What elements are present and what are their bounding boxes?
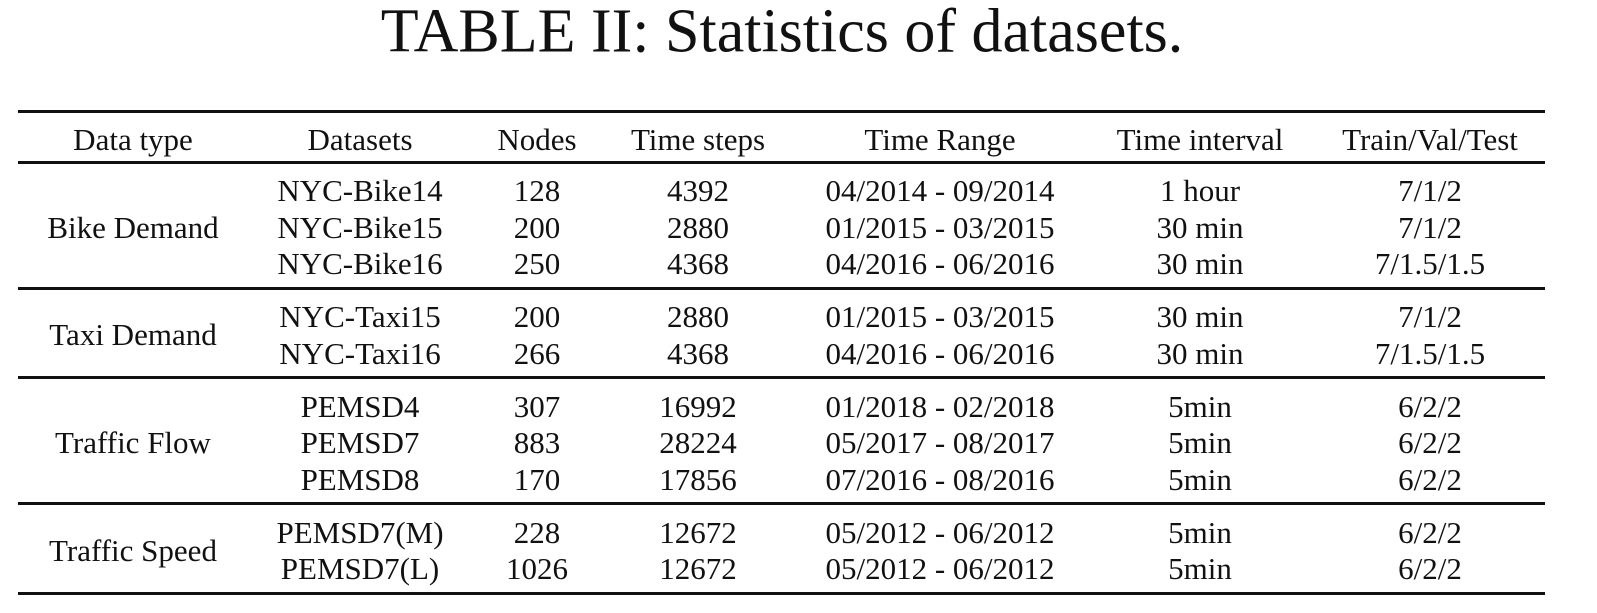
cell: 170 bbox=[513, 461, 561, 497]
cell: 5min bbox=[1168, 425, 1232, 460]
cell: 12672 bbox=[659, 551, 737, 586]
cell: 6/2/2 bbox=[1398, 388, 1462, 424]
cell: 7/1.5/1.5 bbox=[1374, 246, 1486, 281]
group-rule bbox=[18, 502, 1545, 505]
cell: 7/1.5/1.5 bbox=[1374, 335, 1486, 371]
cell: 228 bbox=[513, 514, 561, 550]
cell: 250 bbox=[513, 246, 561, 281]
cell: 01/2015 - 03/2015 bbox=[825, 299, 1055, 334]
cell: 30 min bbox=[1156, 335, 1244, 371]
group-label: Traffic Flow bbox=[55, 425, 211, 460]
cell: 4392 bbox=[667, 173, 729, 208]
header-cell: Nodes bbox=[497, 122, 577, 157]
cell: 7/1/2 bbox=[1398, 173, 1462, 208]
cell: 266 bbox=[513, 335, 561, 371]
group-rule bbox=[18, 286, 1545, 290]
cell: 128 bbox=[513, 173, 561, 208]
cell: 05/2012 - 06/2012 bbox=[825, 551, 1055, 586]
cell: 6/2/2 bbox=[1398, 514, 1462, 550]
cell: 04/2016 - 06/2016 bbox=[825, 246, 1055, 281]
cell: 30 min bbox=[1156, 299, 1244, 334]
group-rule bbox=[18, 376, 1545, 379]
cell: 01/2015 - 03/2015 bbox=[825, 209, 1055, 245]
group-label: Bike Demand bbox=[47, 209, 219, 245]
cell: 30 min bbox=[1156, 209, 1244, 245]
header-cell: Time steps bbox=[630, 122, 766, 157]
cell: PEMSD8 bbox=[300, 461, 420, 497]
cell: 30 min bbox=[1156, 246, 1244, 281]
cell: 7/1/2 bbox=[1398, 299, 1462, 334]
header-rule bbox=[18, 160, 1545, 164]
cell: 2880 bbox=[667, 299, 729, 334]
cell: 5min bbox=[1168, 461, 1232, 497]
header-cell: Data type bbox=[73, 122, 193, 157]
cell: NYC-Bike16 bbox=[277, 246, 443, 281]
header-cell: Datasets bbox=[307, 122, 413, 157]
cell: 05/2012 - 06/2012 bbox=[825, 514, 1055, 550]
cell: 2880 bbox=[667, 209, 729, 245]
cell: NYC-Taxi15 bbox=[279, 299, 441, 334]
cell: 16992 bbox=[659, 388, 737, 424]
cell: 17856 bbox=[659, 461, 737, 497]
cell: PEMSD7(M) bbox=[276, 514, 444, 550]
cell: 4368 bbox=[667, 246, 729, 281]
table-title: TABLE II: Statistics of datasets. bbox=[380, 0, 1184, 66]
cell: 1 hour bbox=[1159, 173, 1241, 208]
cell: 307 bbox=[513, 388, 561, 424]
cell: 6/2/2 bbox=[1398, 425, 1462, 460]
cell: 1026 bbox=[506, 551, 568, 586]
cell: PEMSD7 bbox=[300, 425, 420, 460]
cell: 200 bbox=[513, 209, 561, 245]
cell: 07/2016 - 08/2016 bbox=[825, 461, 1055, 497]
cell: PEMSD4 bbox=[300, 388, 420, 424]
group-rule bbox=[18, 591, 1545, 595]
header-cell: Time Range bbox=[864, 122, 1016, 157]
cell: 7/1/2 bbox=[1398, 209, 1462, 245]
cell: 200 bbox=[513, 299, 561, 334]
cell: 12672 bbox=[659, 514, 737, 550]
cell: 5min bbox=[1168, 551, 1232, 586]
cell: 5min bbox=[1168, 388, 1232, 424]
cell: 05/2017 - 08/2017 bbox=[825, 425, 1055, 460]
cell: 883 bbox=[513, 425, 561, 460]
cell: 4368 bbox=[667, 335, 729, 371]
cell: 04/2016 - 06/2016 bbox=[825, 335, 1055, 371]
header-cell: Time interval bbox=[1116, 122, 1284, 157]
cell: 28224 bbox=[659, 425, 737, 460]
cell: 6/2/2 bbox=[1398, 551, 1462, 586]
group-label: Taxi Demand bbox=[49, 317, 217, 353]
header-cell: Train/Val/Test bbox=[1342, 122, 1518, 157]
cell: NYC-Taxi16 bbox=[279, 335, 441, 371]
cell: 6/2/2 bbox=[1398, 461, 1462, 497]
cell: PEMSD7(L) bbox=[280, 551, 440, 586]
cell: 5min bbox=[1168, 514, 1232, 550]
top-rule bbox=[18, 109, 1545, 113]
cell: 01/2018 - 02/2018 bbox=[825, 388, 1055, 424]
cell: NYC-Bike15 bbox=[277, 209, 443, 245]
cell: NYC-Bike14 bbox=[277, 173, 443, 208]
cell: 04/2014 - 09/2014 bbox=[825, 173, 1055, 208]
group-label: Traffic Speed bbox=[49, 532, 217, 568]
